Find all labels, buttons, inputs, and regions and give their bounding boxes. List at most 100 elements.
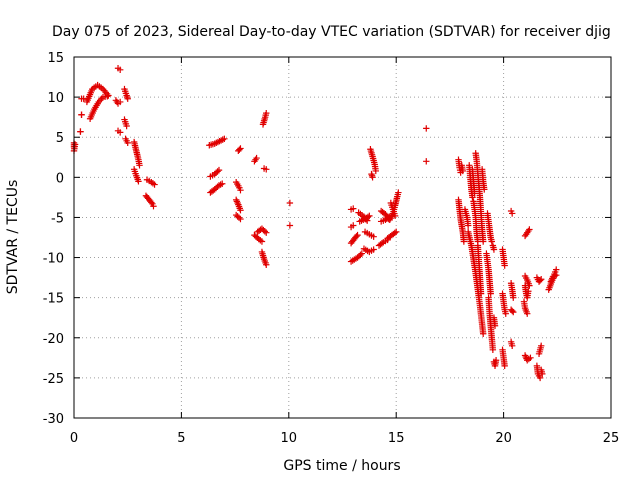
data-point (286, 222, 294, 229)
data-point (263, 261, 270, 268)
data-point (105, 92, 112, 99)
data-point (235, 214, 243, 221)
data-point (510, 294, 517, 301)
data-point (459, 167, 466, 175)
data-point (357, 251, 364, 259)
data-point (502, 310, 509, 317)
data-point (492, 357, 500, 364)
data-point (370, 233, 377, 240)
data-point (263, 229, 270, 236)
x-tick-label: 25 (603, 431, 620, 446)
data-point (252, 156, 259, 163)
y-tick-label: -10 (43, 252, 64, 267)
data-point (116, 66, 124, 74)
data-point (135, 178, 142, 185)
grid (74, 57, 611, 418)
data-point (487, 290, 494, 297)
data-point (366, 212, 373, 220)
data-point (219, 180, 226, 187)
y-tick-label: -5 (51, 211, 64, 226)
data-point (236, 146, 243, 153)
data-point (286, 199, 294, 207)
x-tick-label: 0 (70, 431, 78, 446)
data-point (508, 342, 516, 349)
y-tick-label: -20 (43, 332, 64, 347)
data-point (477, 290, 485, 297)
data-point (525, 288, 532, 295)
data-point (423, 125, 430, 132)
x-axis-title: GPS time / hours (283, 458, 400, 474)
data-point (526, 226, 533, 233)
data-point (123, 122, 130, 130)
y-axis-tick-labels: 15 10 5 0 -5 -10 -15 -20 -25 -30 (43, 51, 64, 427)
data-point (350, 205, 357, 212)
data-point (537, 276, 545, 283)
data-point (378, 240, 386, 247)
data-points (70, 65, 560, 382)
data-point (214, 168, 221, 175)
y-tick-label: -30 (43, 412, 64, 427)
x-axis-tick-labels: 0 5 10 15 20 25 (70, 431, 619, 446)
data-point (490, 246, 498, 253)
data-point (104, 93, 111, 100)
data-point (116, 98, 124, 106)
data-point (526, 282, 533, 289)
x-tick-label: 5 (177, 431, 185, 446)
data-point (237, 186, 244, 194)
data-point (464, 222, 472, 229)
data-point (524, 310, 531, 317)
data-point (116, 129, 124, 136)
data-point (253, 154, 260, 162)
x-tick-label: 10 (281, 431, 298, 446)
data-point (370, 246, 377, 253)
data-point (536, 277, 544, 284)
data-point (391, 212, 399, 220)
data-point (237, 215, 244, 223)
y-tick-label: 15 (47, 51, 64, 66)
data-point (527, 354, 534, 362)
data-point (508, 307, 516, 315)
data-point (395, 189, 402, 196)
data-point (369, 174, 376, 181)
data-point (510, 308, 517, 316)
data-point (553, 266, 560, 273)
data-point (501, 362, 508, 370)
data-point (469, 194, 476, 201)
data-point (553, 272, 560, 279)
data-point (78, 111, 85, 118)
data-point (423, 158, 430, 165)
data-point (215, 166, 223, 174)
plot-area (73, 56, 612, 419)
data-point (481, 186, 488, 193)
y-tick-label: 5 (56, 131, 64, 146)
data-point (501, 262, 508, 269)
data-point (151, 181, 158, 188)
data-point (479, 330, 487, 337)
data-point (150, 203, 157, 210)
x-tick-label: 20 (495, 431, 512, 446)
data-point (508, 210, 516, 217)
data-point (263, 109, 270, 117)
data-point (460, 238, 468, 245)
data-point (354, 231, 361, 239)
y-tick-label: -15 (43, 292, 64, 307)
x-tick-label: 15 (388, 431, 405, 446)
data-point (124, 139, 131, 147)
data-point (479, 238, 487, 245)
data-point (77, 128, 84, 135)
data-point (391, 229, 398, 237)
y-tick-label: 0 (56, 171, 64, 186)
chart-title: Day 075 of 2023, Sidereal Day-to-day VTE… (52, 24, 611, 40)
data-point (350, 222, 357, 229)
data-point (263, 166, 270, 173)
axis-ticks (73, 56, 612, 419)
data-point (221, 135, 228, 143)
data-point (489, 346, 497, 354)
data-point (488, 238, 495, 245)
data-point (237, 145, 244, 152)
y-tick-label: 10 (47, 91, 64, 106)
data-point (237, 207, 244, 214)
data-point (148, 199, 155, 206)
data-point (537, 342, 545, 349)
